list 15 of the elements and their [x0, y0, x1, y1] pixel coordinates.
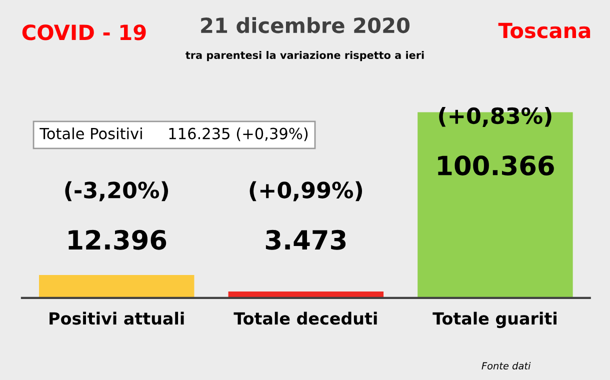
annotation: (+0,83%) — [439, 106, 552, 127]
chart-title: 21 dicembre 2020 — [201, 17, 410, 34]
x-tick-label: Totale deceduti — [234, 312, 377, 325]
x-tick-label: Totale guariti — [432, 312, 556, 328]
source-note: Fonte dati — [482, 362, 531, 370]
data-label: 3.473 — [266, 230, 346, 250]
text: Toscana — [498, 22, 590, 38]
annotation: Totale Positivi 116.235 (+0,39%) — [40, 128, 308, 142]
data-label: 100.366 — [438, 156, 554, 176]
annotation: (+0,99%) — [250, 181, 362, 202]
annotation: (-3,20%) — [65, 181, 168, 202]
x-tick-label: Positivi attuali — [50, 312, 184, 325]
data-label: 12.396 — [68, 230, 166, 250]
text: COVID - 19 — [22, 24, 146, 40]
chart-subtitle: tra parentesi la variazione rispetto a ieri — [186, 50, 424, 62]
